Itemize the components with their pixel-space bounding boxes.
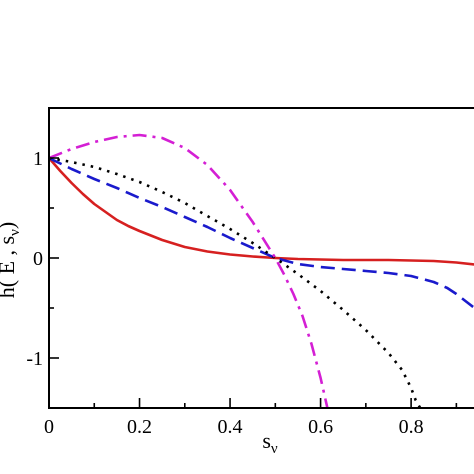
y-axis-label: h( E , sν) (0, 222, 23, 298)
plot-frame (48, 107, 474, 409)
series-layer (49, 133, 474, 408)
y-tick-labels: -1 0 1 (26, 148, 43, 370)
series-line-2 (49, 156, 474, 310)
x-tick-label: 0.4 (218, 416, 243, 438)
series-line-4 (49, 133, 329, 408)
x-tick-label: 0.8 (399, 416, 424, 438)
x-tick-labels: 0 0.2 0.4 0.6 0.8 (44, 416, 424, 438)
x-tick-label: 0 (44, 416, 54, 438)
y-tick-label: 1 (33, 148, 43, 170)
y-tick-label: 0 (33, 248, 43, 270)
x-tick-label: 0.6 (308, 416, 333, 438)
x-axis-label: sν (262, 428, 278, 457)
y-tick-label: -1 (26, 348, 43, 370)
x-tick-label: 0.2 (127, 416, 152, 438)
series-line-1 (49, 157, 474, 266)
